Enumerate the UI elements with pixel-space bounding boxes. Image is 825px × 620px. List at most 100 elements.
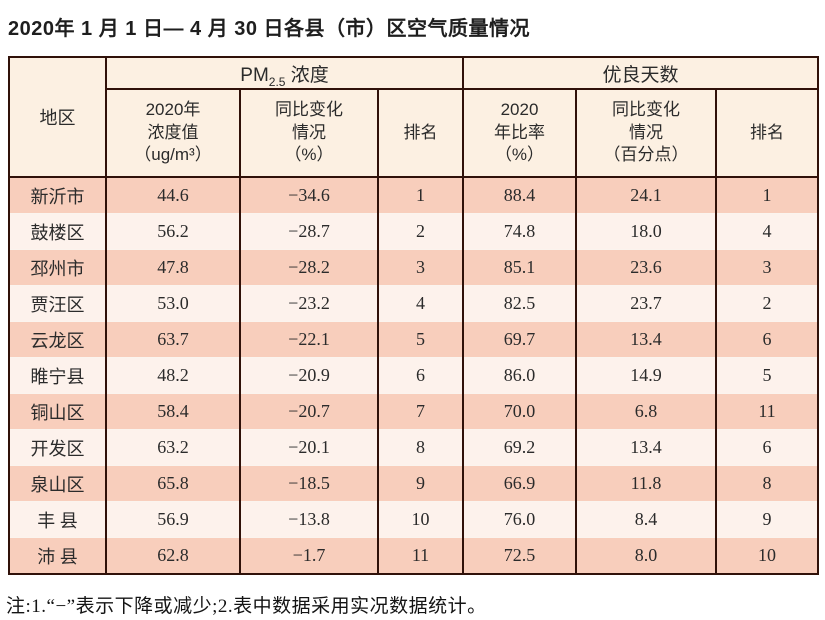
pm-rank-cell: 1	[377, 177, 463, 214]
good-ratio-cell: 69.2	[462, 429, 576, 466]
pm-rank-cell: 3	[377, 249, 463, 286]
good-change-cell: 13.4	[575, 429, 716, 466]
good-ratio-cell: 66.9	[462, 465, 576, 502]
good-change-cell: 23.6	[575, 249, 716, 286]
air-quality-table: 地区 PM2.5 浓度 优良天数 2020年 浓度值 （ug/m³） 同比变化 …	[8, 56, 820, 575]
region-cell: 云龙区	[8, 321, 106, 358]
table-row: 丰 县 56.9 −13.8 10 76.0 8.4 9	[8, 501, 819, 538]
table-row: 铜山区 58.4 −20.7 7 70.0 6.8 11	[8, 393, 819, 430]
good-rank-cell: 3	[714, 249, 819, 286]
pm-rank-cell: 4	[377, 285, 463, 322]
region-cell: 丰 县	[8, 501, 106, 538]
pm-value-cell: 65.8	[105, 465, 240, 502]
good-rank-cell: 6	[714, 429, 819, 466]
pm-rank-cell: 5	[377, 321, 463, 358]
header-good-ratio: 2020 年比率 （%）	[462, 89, 576, 177]
table-row: 鼓楼区 56.2 −28.7 2 74.8 18.0 4	[8, 213, 819, 250]
pm-label-prefix: PM	[240, 64, 269, 86]
header-pm-rank: 排名	[377, 89, 463, 177]
pm-value-cell: 47.8	[105, 249, 240, 286]
header-good-change: 同比变化 情况 （百分点）	[575, 89, 716, 177]
pm-change-cell: −28.7	[239, 213, 378, 250]
region-cell: 贾汪区	[8, 285, 106, 322]
good-rank-cell: 11	[714, 393, 819, 430]
good-rank-cell: 1	[714, 177, 819, 214]
table-row: 贾汪区 53.0 −23.2 4 82.5 23.7 2	[8, 285, 819, 322]
good-rank-cell: 10	[714, 537, 819, 574]
pm-rank-cell: 9	[377, 465, 463, 502]
good-change-cell: 6.8	[575, 393, 716, 430]
good-change-cell: 8.4	[575, 501, 716, 538]
pm-rank-cell: 7	[377, 393, 463, 430]
pm-change-cell: −22.1	[239, 321, 378, 358]
header-group-pm25: PM2.5 浓度	[105, 57, 463, 90]
pm-value-cell: 58.4	[105, 393, 240, 430]
good-ratio-cell: 76.0	[462, 501, 576, 538]
region-cell: 新沂市	[8, 177, 106, 214]
good-rank-cell: 6	[714, 321, 819, 358]
pm-rank-cell: 10	[377, 501, 463, 538]
table-row: 邳州市 47.8 −28.2 3 85.1 23.6 3	[8, 249, 819, 286]
good-rank-cell: 9	[714, 501, 819, 538]
good-rank-cell: 2	[714, 285, 819, 322]
pm-value-cell: 62.8	[105, 537, 240, 574]
table-body: 新沂市 44.6 −34.6 1 88.4 24.1 1 鼓楼区 56.2 −2…	[8, 177, 819, 574]
good-change-cell: 24.1	[575, 177, 716, 214]
good-ratio-cell: 88.4	[462, 177, 576, 214]
pm-change-cell: −23.2	[239, 285, 378, 322]
page-title: 2020年 1 月 1 日— 4 月 30 日各县（市）区空气质量情况	[8, 18, 531, 40]
header-group-good-days: 优良天数	[461, 57, 819, 90]
pm-value-cell: 53.0	[105, 285, 240, 322]
header-pm-value: 2020年 浓度值 （ug/m³）	[105, 89, 240, 177]
sub-header-row: 2020年 浓度值 （ug/m³） 同比变化 情况 （%） 排名 2020 年比…	[9, 89, 819, 177]
pm-label-suffix: 浓度	[285, 64, 329, 86]
region-cell: 开发区	[8, 429, 106, 466]
header-region: 地区	[8, 57, 106, 177]
good-change-cell: 8.0	[575, 537, 716, 574]
good-change-cell: 11.8	[575, 465, 716, 502]
region-cell: 铜山区	[8, 393, 106, 430]
good-rank-cell: 8	[714, 465, 819, 502]
table-row: 新沂市 44.6 −34.6 1 88.4 24.1 1	[8, 177, 819, 214]
pm-change-cell: −20.9	[239, 357, 378, 394]
region-cell: 泉山区	[8, 465, 106, 502]
table-row: 沛 县 62.8 −1.7 11 72.5 8.0 10	[8, 537, 819, 574]
pm-change-cell: −1.7	[239, 537, 378, 574]
region-cell: 邳州市	[8, 249, 106, 286]
good-ratio-cell: 85.1	[462, 249, 576, 286]
pm-value-cell: 63.7	[105, 321, 240, 358]
pm-change-cell: −20.1	[239, 429, 378, 466]
pm-value-cell: 56.2	[105, 213, 240, 250]
good-ratio-cell: 74.8	[462, 213, 576, 250]
pm-change-cell: −13.8	[239, 501, 378, 538]
good-ratio-cell: 72.5	[462, 537, 576, 574]
pm-value-cell: 56.9	[105, 501, 240, 538]
footnote: 注:1.“−”表示下降或减少;2.表中数据采用实况数据统计。	[6, 596, 487, 617]
pm-change-cell: −28.2	[239, 249, 378, 286]
good-change-cell: 23.7	[575, 285, 716, 322]
pm-change-cell: −20.7	[239, 393, 378, 430]
pm-rank-cell: 2	[377, 213, 463, 250]
pm-change-cell: −18.5	[239, 465, 378, 502]
good-change-cell: 14.9	[575, 357, 716, 394]
table-row: 云龙区 63.7 −22.1 5 69.7 13.4 6	[8, 321, 819, 358]
good-change-cell: 13.4	[575, 321, 716, 358]
pm-value-cell: 63.2	[105, 429, 240, 466]
header-pm-change: 同比变化 情况 （%）	[239, 89, 378, 177]
good-rank-cell: 4	[714, 213, 819, 250]
table-row: 开发区 63.2 −20.1 8 69.2 13.4 6	[8, 429, 819, 466]
region-cell: 鼓楼区	[8, 213, 106, 250]
region-cell: 沛 县	[8, 537, 106, 574]
pm-subscript: 2.5	[268, 74, 286, 89]
good-rank-cell: 5	[714, 357, 819, 394]
pm-rank-cell: 11	[377, 537, 463, 574]
region-cell: 睢宁县	[8, 357, 106, 394]
pm-value-cell: 48.2	[105, 357, 240, 394]
pm-change-cell: −34.6	[239, 177, 378, 214]
good-change-cell: 18.0	[575, 213, 716, 250]
good-ratio-cell: 70.0	[462, 393, 576, 430]
table-header: 地区 PM2.5 浓度 优良天数 2020年 浓度值 （ug/m³） 同比变化 …	[8, 57, 819, 177]
pm-value-cell: 44.6	[105, 177, 240, 214]
table-row: 睢宁县 48.2 −20.9 6 86.0 14.9 5	[8, 357, 819, 394]
